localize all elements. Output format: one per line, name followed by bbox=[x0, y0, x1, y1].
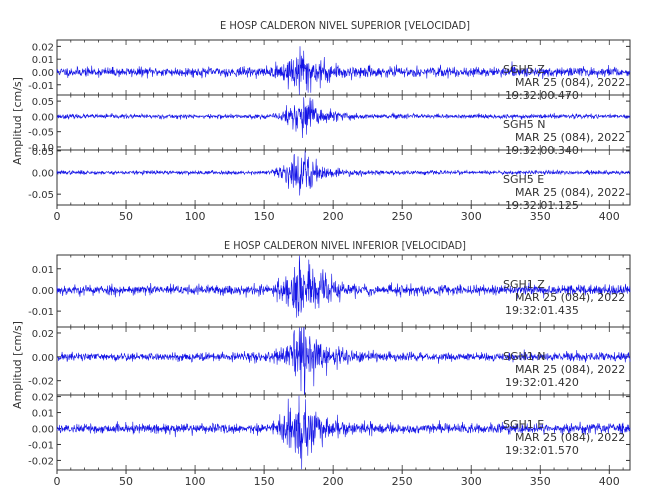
x-tick-label: 50 bbox=[119, 475, 133, 488]
x-tick-label: 400 bbox=[599, 210, 620, 223]
date-label: MAR 25 (084), 2022 bbox=[515, 291, 625, 304]
figure-inferior: E HOSP CALDERON NIVEL INFERIOR [VELOCIDA… bbox=[11, 239, 631, 488]
y-tick-label: -0.01 bbox=[28, 440, 54, 451]
x-tick-label: 150 bbox=[254, 210, 275, 223]
station-label: SGH5 N bbox=[503, 118, 546, 131]
y-tick-label: 0.00 bbox=[32, 353, 54, 364]
y-tick-label: -0.01 bbox=[28, 81, 54, 92]
chart-title-superior: E HOSP CALDERON NIVEL SUPERIOR [VELOCIDA… bbox=[220, 19, 470, 32]
time-label: 19:32:01.435 bbox=[505, 304, 579, 317]
x-tick-label: 100 bbox=[185, 210, 206, 223]
station-label: SGH5 Z bbox=[503, 63, 545, 76]
x-tick-label: 0 bbox=[54, 210, 61, 223]
station-label: SGH5 E bbox=[503, 173, 544, 186]
x-tick-label: 150 bbox=[254, 475, 275, 488]
panel-frame bbox=[56, 149, 631, 206]
x-tick-label: 300 bbox=[461, 210, 482, 223]
x-axis-superior: 0 50 100 150 200 250 300 350 400 bbox=[54, 205, 620, 223]
x-axis-inferior: 0 50 100 150 200 250 300 350 400 bbox=[54, 470, 620, 488]
y-axis-label-inferior: Amplitud [cm/s] bbox=[11, 321, 24, 409]
date-label: MAR 25 (084), 2022 bbox=[515, 76, 625, 89]
x-tick-label: 100 bbox=[185, 475, 206, 488]
y-tick-label: -0.10 bbox=[28, 143, 54, 154]
station-label: SGH1 E bbox=[503, 418, 544, 431]
trace-sgh1-e bbox=[56, 395, 631, 470]
trace-sgh5-n bbox=[56, 97, 631, 139]
panel-frame bbox=[56, 394, 631, 471]
y-tick-label: 0.00 bbox=[32, 286, 54, 297]
y-axis-label-superior: Amplitud [cm/s] bbox=[11, 77, 24, 165]
x-tick-label: 350 bbox=[530, 475, 551, 488]
y-tick-label: -0.01 bbox=[28, 307, 54, 318]
x-tick-label: 0 bbox=[54, 475, 61, 488]
trace-sgh1-n bbox=[56, 327, 631, 395]
y-tick-label: 0.01 bbox=[32, 55, 54, 66]
y-tick-label: -0.05 bbox=[28, 190, 54, 201]
date-label: MAR 25 (084), 2022 bbox=[515, 131, 625, 144]
y-tick-label: -0.02 bbox=[28, 377, 54, 388]
x-tick-label: 250 bbox=[392, 475, 413, 488]
x-tick-label: 250 bbox=[392, 210, 413, 223]
y-tick-label: 0.01 bbox=[32, 409, 54, 420]
y-tick-label: 0.00 bbox=[32, 112, 54, 123]
y-tick-label: 0.01 bbox=[32, 265, 54, 276]
chart-title-inferior: E HOSP CALDERON NIVEL INFERIOR [VELOCIDA… bbox=[224, 239, 466, 252]
time-label: 19:32:01.420 bbox=[505, 376, 579, 389]
y-tick-label: 0.02 bbox=[32, 393, 54, 404]
station-label: SGH1 Z bbox=[503, 278, 545, 291]
x-tick-label: 400 bbox=[599, 475, 620, 488]
time-label: 19:32:01.570 bbox=[505, 444, 579, 457]
y-tick-label: 0.02 bbox=[32, 42, 54, 53]
x-tick-label: 300 bbox=[461, 475, 482, 488]
date-label: MAR 25 (084), 2022 bbox=[515, 186, 625, 199]
date-label: MAR 25 (084), 2022 bbox=[515, 363, 625, 376]
y-tick-label: 0.00 bbox=[32, 169, 54, 180]
y-tick-label: 0.05 bbox=[32, 97, 54, 108]
figure-superior: E HOSP CALDERON NIVEL SUPERIOR [VELOCIDA… bbox=[11, 19, 631, 223]
y-tick-label: -0.05 bbox=[28, 128, 54, 139]
station-label: SGH1 N bbox=[503, 350, 546, 363]
time-label: 19:32:01.125 bbox=[505, 199, 579, 212]
x-tick-label: 200 bbox=[323, 210, 344, 223]
trace-sgh1-z bbox=[56, 255, 631, 318]
trace-sgh5-e bbox=[56, 150, 631, 196]
date-label: MAR 25 (084), 2022 bbox=[515, 431, 625, 444]
y-tick-label: 0.02 bbox=[32, 329, 54, 340]
trace-sgh5-z bbox=[56, 46, 631, 95]
x-tick-label: 200 bbox=[323, 475, 344, 488]
y-tick-label: 0.00 bbox=[32, 68, 54, 79]
x-tick-label: 50 bbox=[119, 210, 133, 223]
y-tick-label: 0.05 bbox=[32, 147, 54, 158]
y-tick-label: -0.02 bbox=[28, 456, 54, 467]
y-tick-label: 0.00 bbox=[32, 425, 54, 436]
x-tick-label: 350 bbox=[530, 210, 551, 223]
